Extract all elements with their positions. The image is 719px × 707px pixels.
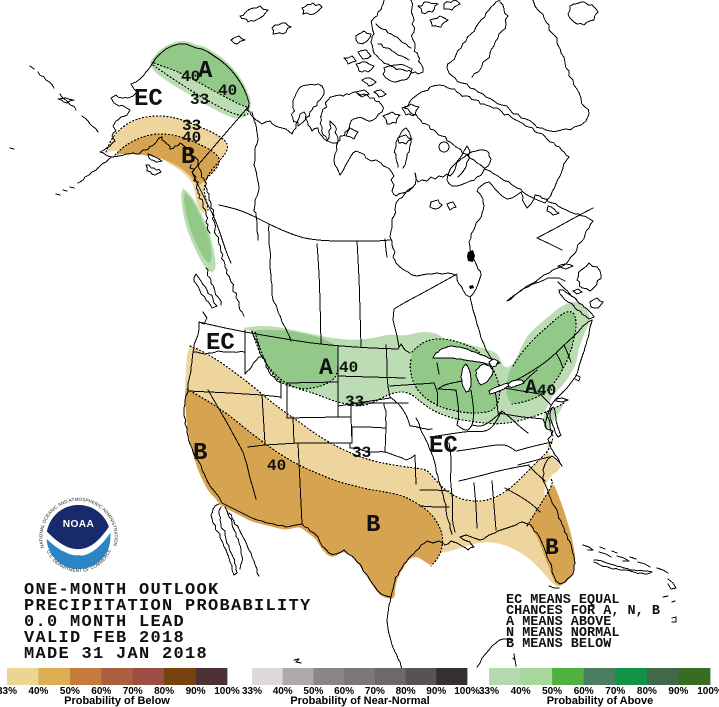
svg-text:A: A — [319, 355, 333, 381]
svg-text:100%: 100% — [214, 686, 240, 697]
svg-text:33%: 33% — [479, 686, 499, 697]
svg-text:40: 40 — [181, 68, 200, 86]
svg-text:70%: 70% — [605, 686, 625, 697]
svg-text:EC: EC — [134, 86, 163, 113]
svg-text:33: 33 — [182, 117, 201, 135]
svg-text:60%: 60% — [91, 686, 111, 697]
svg-text:Probability of Above: Probability of Above — [547, 695, 654, 707]
svg-text:0.0 MONTH LEAD: 0.0 MONTH LEAD — [24, 613, 185, 632]
svg-text:B: B — [181, 144, 195, 171]
svg-text:33: 33 — [345, 393, 364, 411]
svg-text:90%: 90% — [426, 686, 446, 697]
svg-text:90%: 90% — [186, 686, 206, 697]
svg-text:40%: 40% — [28, 686, 48, 697]
svg-text:50%: 50% — [542, 686, 562, 697]
svg-text:B: B — [366, 512, 380, 539]
svg-text:40%: 40% — [511, 686, 531, 697]
svg-text:40: 40 — [339, 359, 358, 377]
svg-text:B: B — [545, 535, 559, 561]
svg-text:100%: 100% — [697, 686, 719, 697]
svg-text:70%: 70% — [365, 686, 385, 697]
svg-text:50%: 50% — [303, 686, 323, 697]
svg-text:80%: 80% — [637, 686, 657, 697]
svg-text:60%: 60% — [334, 686, 354, 697]
svg-text:EC: EC — [206, 330, 235, 357]
svg-text:VALID FEB 2018: VALID FEB 2018 — [24, 629, 185, 648]
svg-text:33%: 33% — [0, 686, 17, 697]
svg-text:40: 40 — [537, 382, 556, 400]
svg-text:33%: 33% — [242, 686, 262, 697]
svg-text:EC MEANS EQUAL: EC MEANS EQUAL — [506, 593, 619, 608]
svg-text:90%: 90% — [668, 686, 688, 697]
svg-text:NOAA: NOAA — [63, 519, 95, 530]
svg-text:EC: EC — [429, 433, 458, 460]
svg-text:40: 40 — [218, 82, 237, 100]
svg-text:CHANCES FOR A, N, B: CHANCES FOR A, N, B — [506, 604, 660, 619]
svg-text:60%: 60% — [574, 686, 594, 697]
svg-text:Probability of Below: Probability of Below — [64, 695, 170, 707]
svg-text:33: 33 — [352, 444, 371, 462]
svg-text:A: A — [525, 377, 537, 400]
svg-text:B MEANS BELOW: B MEANS BELOW — [506, 637, 612, 652]
svg-text:80%: 80% — [396, 686, 416, 697]
svg-text:80%: 80% — [154, 686, 174, 697]
svg-text:50%: 50% — [60, 686, 80, 697]
svg-text:100%: 100% — [454, 686, 480, 697]
svg-text:N MEANS NORMAL: N MEANS NORMAL — [506, 626, 619, 641]
svg-text:PRECIPITATION PROBABILITY: PRECIPITATION PROBABILITY — [24, 597, 312, 616]
svg-text:A: A — [198, 58, 213, 85]
svg-text:MADE 31 JAN 2018: MADE 31 JAN 2018 — [24, 645, 208, 664]
svg-text:40%: 40% — [273, 686, 293, 697]
svg-text:70%: 70% — [123, 686, 143, 697]
svg-text:40: 40 — [182, 129, 201, 147]
svg-text:33: 33 — [190, 91, 209, 109]
svg-text:Probability of Near-Normal: Probability of Near-Normal — [290, 695, 429, 707]
svg-text:A MEANS ABOVE: A MEANS ABOVE — [506, 615, 611, 630]
svg-text:B: B — [193, 440, 207, 467]
svg-text:40: 40 — [267, 457, 286, 475]
svg-text:ONE-MONTH OUTLOOK: ONE-MONTH OUTLOOK — [24, 581, 220, 600]
